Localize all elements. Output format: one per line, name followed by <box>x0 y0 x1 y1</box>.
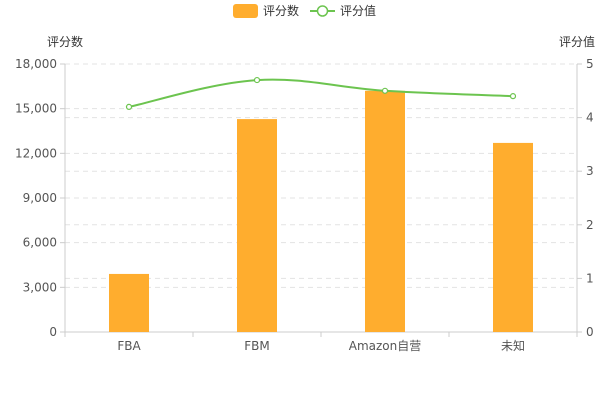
y-right-tick-label: 1 <box>586 271 594 285</box>
y-right-tick-label: 5 <box>586 57 594 71</box>
x-tick-label: Amazon自营 <box>349 339 422 353</box>
y-right-axis-title: 评分值 <box>559 34 595 49</box>
y-left-tick-label: 18,000 <box>15 57 57 71</box>
y-left-tick-label: 15,000 <box>15 102 57 116</box>
y-left-tick-label: 0 <box>49 325 57 339</box>
y-right-tick-label: 4 <box>586 111 594 125</box>
legend-item-bar-series[interactable]: 评分数 <box>233 3 299 18</box>
line-point[interactable] <box>509 93 517 100</box>
x-tick-label: 未知 <box>501 339 525 353</box>
line-point[interactable] <box>125 103 133 110</box>
legend-label-line: 评分值 <box>340 3 376 18</box>
legend[interactable]: 评分数 评分值 <box>233 3 376 18</box>
line-series <box>125 76 517 110</box>
bar[interactable] <box>237 119 277 332</box>
y-left-axis-title: 评分数 <box>47 34 83 49</box>
line-series-path <box>128 78 514 108</box>
y-left-tick-label: 3,000 <box>23 280 57 294</box>
bar[interactable] <box>493 142 533 332</box>
y-right-tick-label: 0 <box>586 325 594 339</box>
y-left-tick-label: 12,000 <box>15 146 57 160</box>
y-right-tick-label: 2 <box>586 218 594 232</box>
bar[interactable] <box>109 273 149 332</box>
y-left-ticks: 0 3,000 6,000 9,000 12,000 15,000 18,000 <box>15 57 65 339</box>
legend-swatch-line-marker <box>316 5 329 17</box>
y-right-ticks: 0 1 2 3 4 5 <box>577 57 594 339</box>
x-ticks: FBA FBM Amazon自营 未知 <box>64 332 578 353</box>
legend-item-line-series[interactable]: 评分值 <box>310 3 376 18</box>
legend-label-bar: 评分数 <box>263 3 299 18</box>
line-point[interactable] <box>381 87 389 94</box>
y-left-tick-label: 6,000 <box>23 236 57 250</box>
bar[interactable] <box>365 90 405 332</box>
x-tick-label: FBA <box>117 339 141 353</box>
line-point[interactable] <box>253 76 261 84</box>
y-right-tick-label: 3 <box>586 164 594 178</box>
y-left-tick-label: 9,000 <box>23 191 57 205</box>
bars <box>109 90 533 332</box>
grid <box>65 63 577 288</box>
legend-swatch-bar <box>233 4 258 18</box>
x-tick-label: FBM <box>244 339 270 353</box>
